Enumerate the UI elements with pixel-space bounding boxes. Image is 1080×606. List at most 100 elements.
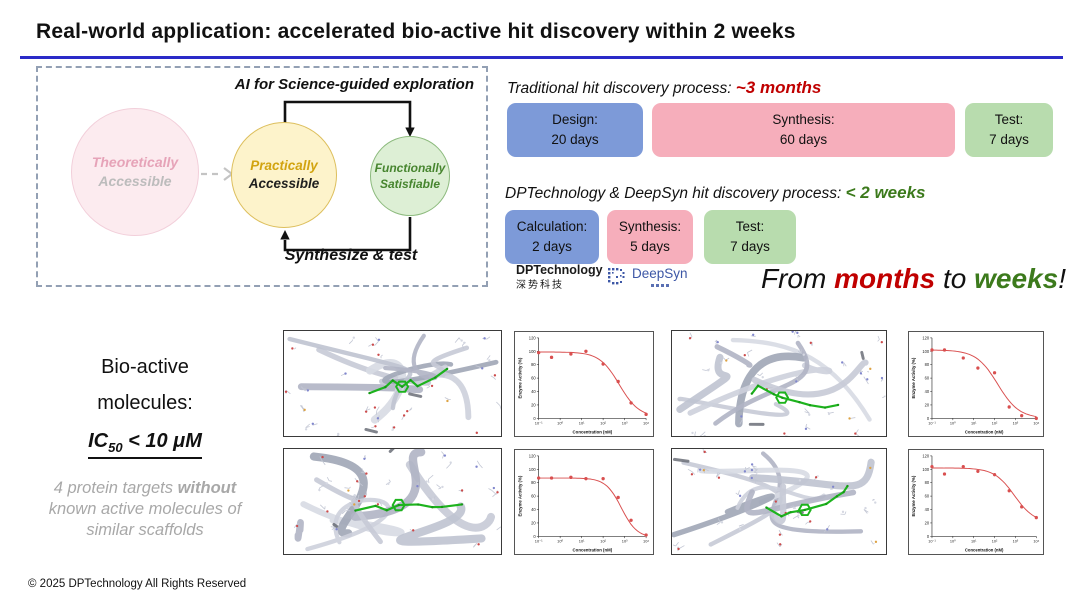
svg-text:0: 0: [533, 534, 536, 539]
protein-ligand-structure-image-4: [671, 448, 887, 555]
svg-text:Concentration (nM): Concentration (nM): [965, 547, 1004, 552]
svg-text:20: 20: [531, 520, 536, 525]
svg-text:10¹: 10¹: [971, 420, 977, 425]
step-test-traditional: Test: 7 days: [965, 103, 1053, 157]
svg-text:Enzyme Activity (%): Enzyme Activity (%): [911, 475, 916, 516]
svg-text:Concentration (nM): Concentration (nM): [573, 548, 613, 553]
deepsyn-logo: DeepSyn: [607, 266, 688, 287]
dose-response-chart-4: 0 20 40 60 80 100 120 10⁻¹ 10⁰ 10¹ 10² 10³ 10⁴ Concen…: [908, 449, 1044, 555]
svg-text:80: 80: [531, 362, 536, 367]
protein-ligand-structure-image-1: [283, 330, 502, 437]
circle-label-line2: Accessible: [248, 176, 320, 191]
svg-text:100: 100: [922, 349, 929, 354]
deepsyn-logo-name: DeepSyn: [632, 266, 688, 281]
tagline-to: to: [935, 263, 975, 294]
svg-text:10⁴: 10⁴: [1033, 420, 1039, 425]
svg-text:40: 40: [531, 389, 536, 394]
svg-text:40: 40: [531, 507, 536, 512]
svg-text:100: 100: [529, 349, 537, 354]
title-underline: [20, 56, 1063, 59]
svg-text:60: 60: [531, 494, 536, 499]
ai-exploration-label: AI for Science-guided exploration: [234, 76, 474, 93]
ic-prefix: IC: [88, 430, 109, 452]
dptechnology-logo-name: DPTechnology: [516, 263, 603, 277]
svg-text:Enzyme Activity (%): Enzyme Activity (%): [517, 357, 522, 398]
note-line1: 4 protein targets: [53, 479, 178, 497]
svg-text:10⁻¹: 10⁻¹: [928, 420, 936, 425]
copyright-footer: © 2025 DPTechnology All Rights Reserved: [28, 578, 247, 590]
svg-text:0: 0: [533, 416, 536, 421]
svg-text:60: 60: [531, 376, 536, 381]
from-months-to-weeks-tagline: From months to weeks!: [761, 263, 1066, 295]
svg-text:40: 40: [925, 507, 930, 512]
bio-active-line1: Bio-active: [101, 356, 189, 378]
step-calculation: Calculation: 2 days: [505, 210, 599, 264]
traditional-process-heading: Traditional hit discovery process: ~3 mo…: [507, 78, 821, 98]
circle-label-line1: Practically: [250, 157, 318, 173]
svg-text:60: 60: [925, 494, 930, 499]
svg-text:80: 80: [531, 480, 536, 485]
heading-prefix: Traditional hit discovery process:: [507, 80, 736, 97]
svg-text:120: 120: [922, 453, 929, 458]
svg-text:10⁴: 10⁴: [1033, 538, 1039, 543]
page-title: Real-world application: accelerated bio-…: [36, 20, 796, 43]
svg-text:10⁰: 10⁰: [557, 538, 563, 543]
step-duration: 2 days: [532, 239, 572, 254]
svg-text:10⁴: 10⁴: [643, 538, 649, 543]
circle-label-line1: Functionally: [374, 160, 446, 175]
svg-text:10⁰: 10⁰: [557, 420, 563, 425]
step-duration: 20 days: [551, 132, 599, 147]
svg-text:Enzyme Activity (%): Enzyme Activity (%): [911, 357, 916, 398]
step-label: Design:: [552, 111, 598, 127]
svg-text:Enzyme Activity (%): Enzyme Activity (%): [517, 475, 522, 516]
svg-text:10⁻¹: 10⁻¹: [928, 538, 936, 543]
step-test-dp: Test: 7 days: [704, 210, 796, 264]
dptechnology-logo-chinese: 深势科技: [516, 279, 564, 291]
svg-text:10²: 10²: [992, 538, 998, 543]
step-label: Synthesis:: [772, 111, 835, 127]
step-duration: 5 days: [630, 239, 670, 254]
tagline-weeks: weeks: [974, 263, 1059, 294]
ic-threshold: < 10 μM: [122, 430, 202, 452]
step-synthesis-traditional: Synthesis: 60 days: [652, 103, 955, 157]
svg-text:40: 40: [925, 389, 930, 394]
svg-text:80: 80: [925, 362, 930, 367]
dose-response-chart-1: 0 20 40 60 80 100 120 10⁻¹ 10⁰ 10¹ 10² 10³ 10⁴ Concen…: [514, 331, 654, 437]
dose-response-chart-2: 0 20 40 60 80 100 120 10⁻¹ 10⁰ 10¹ 10² 10³ 10⁴ Concen…: [908, 331, 1044, 437]
step-synthesis-dp: Synthesis: 5 days: [607, 210, 693, 264]
svg-text:120: 120: [529, 335, 537, 340]
exploration-diagram: AI for Science-guided exploration Theore…: [36, 66, 488, 287]
svg-text:10⁻¹: 10⁻¹: [535, 420, 543, 425]
svg-text:10¹: 10¹: [971, 538, 977, 543]
step-label: Test:: [735, 218, 765, 234]
svg-text:Concentration (nM): Concentration (nM): [573, 430, 613, 435]
step-duration: 7 days: [730, 239, 770, 254]
step-label: Test:: [994, 111, 1024, 127]
svg-text:0: 0: [927, 534, 930, 539]
bio-active-summary: Bio-active molecules: IC50 < 10 μM 4 pro…: [30, 356, 260, 541]
svg-text:20: 20: [531, 402, 536, 407]
deepsyn-dot-matrix-icon: [608, 268, 625, 285]
svg-text:10²: 10²: [600, 538, 606, 543]
circle-theoretically-accessible: Theoretically Accessible: [71, 108, 199, 236]
ic-subscript: 50: [108, 440, 123, 455]
svg-text:20: 20: [925, 520, 930, 525]
dp-process-heading: DPTechnology & DeepSyn hit discovery pro…: [505, 183, 925, 203]
tagline-months: months: [834, 263, 936, 294]
svg-text:100: 100: [922, 467, 929, 472]
svg-text:10³: 10³: [622, 420, 628, 425]
step-design: Design: 20 days: [507, 103, 643, 157]
svg-text:100: 100: [529, 467, 537, 472]
svg-text:10²: 10²: [600, 420, 606, 425]
svg-text:60: 60: [925, 376, 930, 381]
note-line2: known active molecules of: [48, 500, 242, 518]
svg-text:10²: 10²: [992, 420, 998, 425]
dose-response-chart-3: 0 20 40 60 80 100 120 10⁻¹ 10⁰ 10¹ 10² 10³ 10⁴ Concen…: [514, 449, 654, 555]
heading-prefix: DPTechnology & DeepSyn hit discovery pro…: [505, 185, 846, 202]
circle-label-line2: Satisfiable: [379, 177, 441, 191]
svg-text:10⁴: 10⁴: [643, 420, 649, 425]
circle-practically-accessible: Practically Accessible: [231, 122, 337, 228]
note-bold-word: without: [177, 479, 237, 497]
svg-text:20: 20: [925, 402, 930, 407]
